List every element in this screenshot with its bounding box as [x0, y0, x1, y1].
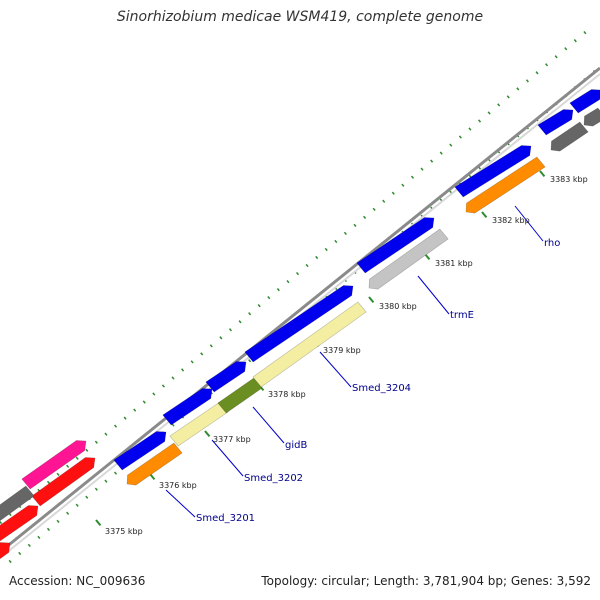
leader-smed-3204 [319, 351, 352, 388]
scale-tick [204, 430, 211, 438]
gene-label-rho[interactable]: rho [544, 238, 560, 249]
tick-label-3378: 3378 kbp [268, 390, 306, 399]
gene-arrow-blue-5[interactable] [356, 217, 435, 274]
gene-arrow-red-2[interactable] [0, 505, 39, 545]
gene-label-smed-3202[interactable]: Smed_3202 [244, 473, 303, 484]
gene-arrow-smed-3201[interactable] [126, 442, 183, 486]
leader-gidb [252, 406, 285, 444]
tick-label-3382: 3382 kbp [492, 216, 530, 225]
tick-label-3375: 3375 kbp [105, 527, 143, 536]
gene-arrow-blue-3[interactable] [205, 361, 247, 393]
gene-features [0, 89, 600, 563]
gene-label-trme[interactable]: trmE [450, 310, 474, 321]
gene-arrow-blue-1[interactable] [113, 431, 167, 471]
leader-trme [417, 275, 450, 315]
scale-tick [539, 170, 546, 178]
accession-text: Accession: NC_009636 [9, 574, 146, 588]
gene-label-smed-3204[interactable]: Smed_3204 [352, 383, 411, 394]
backbone-outer [0, 66, 600, 554]
gene-arrow-blue-2[interactable] [162, 388, 213, 426]
tick-label-3376: 3376 kbp [159, 481, 197, 490]
gene-arrow-dark-2[interactable] [583, 107, 600, 127]
label-leaders [165, 205, 544, 518]
scale-tick [95, 519, 102, 527]
leader-smed-3201 [165, 489, 196, 518]
leader-rho [514, 205, 544, 242]
gene-arrow-blue-6[interactable] [454, 145, 532, 198]
gene-arrow-rho[interactable] [465, 156, 546, 214]
gene-label-gidb[interactable]: gidB [285, 440, 307, 451]
scale-ticks [95, 170, 546, 527]
gene-arrow-red-3[interactable] [0, 542, 11, 563]
gene-arrow-red-1[interactable] [31, 457, 96, 507]
scale-tick [481, 211, 488, 219]
scale-tick [368, 296, 375, 304]
tick-label-3379: 3379 kbp [323, 346, 361, 355]
gene-arrow-magenta[interactable] [21, 440, 87, 490]
gene-arrow-blue-7[interactable] [537, 109, 574, 136]
tick-label-3383: 3383 kbp [550, 175, 588, 184]
gene-label-smed-3201[interactable]: Smed_3201 [196, 513, 255, 524]
tick-label-3381: 3381 kbp [435, 259, 473, 268]
gene-arrow-blue-4[interactable] [244, 285, 354, 363]
gene-arrow-trme[interactable] [368, 228, 449, 290]
tick-label-3380: 3380 kbp [379, 302, 417, 311]
tick-label-3377: 3377 kbp [213, 435, 251, 444]
scale-tick [149, 473, 156, 481]
gene-arrow-smed-3204[interactable] [252, 301, 367, 388]
leader-smed-3202 [211, 439, 244, 477]
topology-summary: Topology: circular; Length: 3,781,904 bp… [261, 574, 591, 588]
gene-arrow-dark-1[interactable] [550, 121, 589, 152]
map-title: Sinorhizobium medicae WSM419, complete g… [116, 9, 484, 25]
gene-arrow-blue-8[interactable] [569, 89, 600, 114]
gene-arrow-dark-3[interactable] [0, 485, 35, 525]
